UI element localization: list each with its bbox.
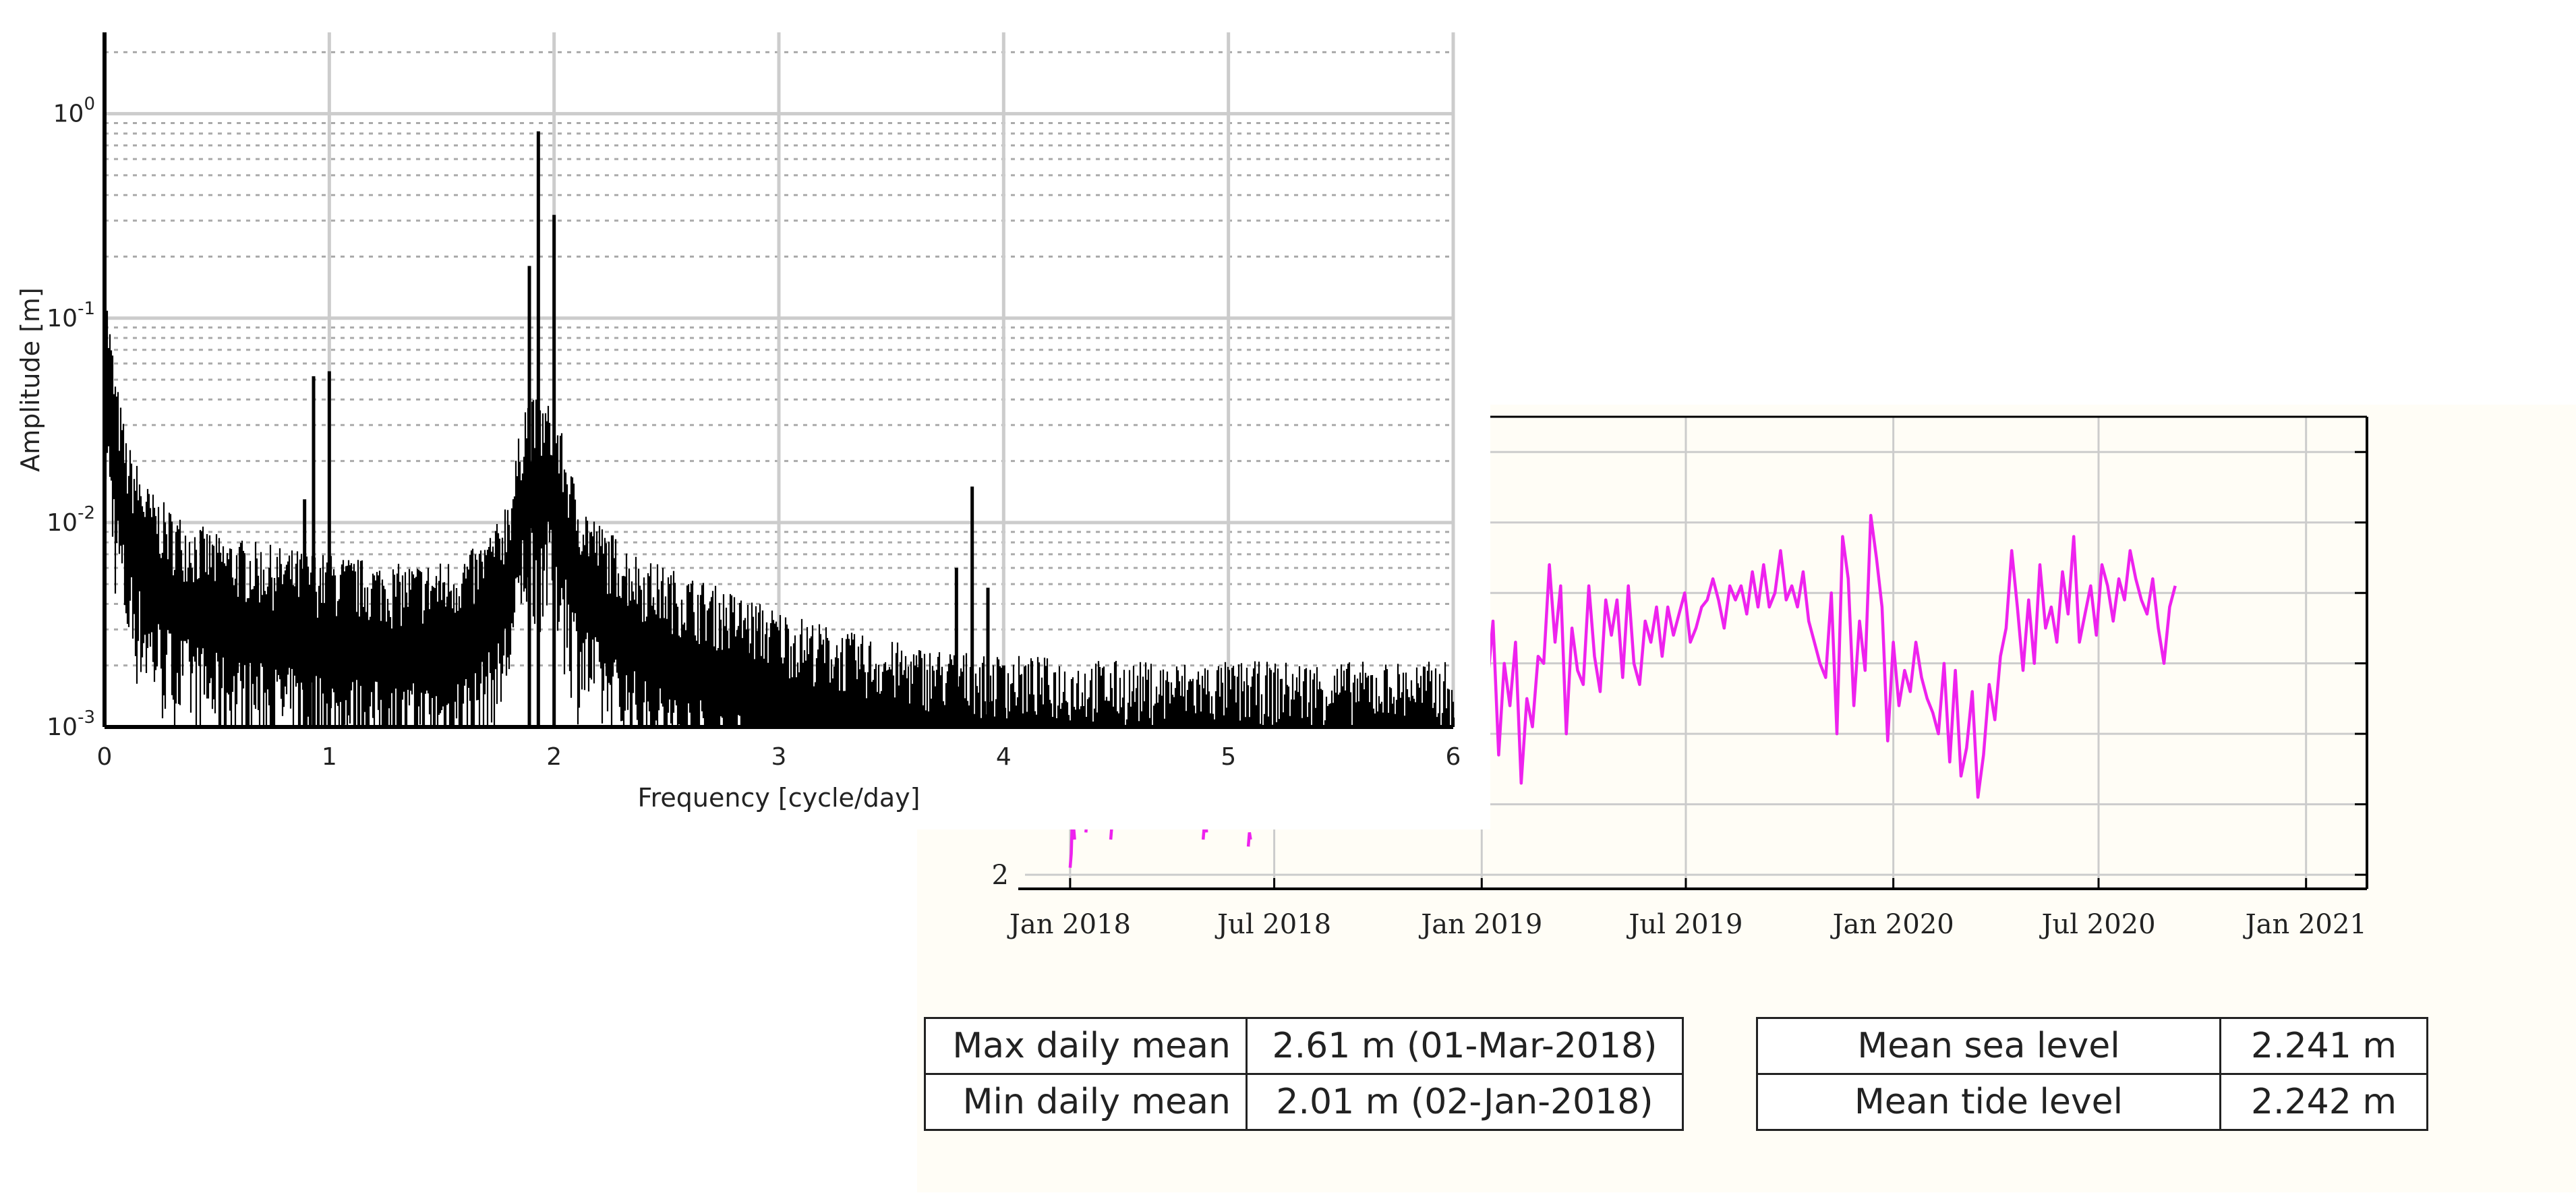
min-daily-mean-label: Min daily mean: [924, 1073, 1248, 1131]
sea-level-series-line: [1446, 514, 2177, 799]
amplitude-spectrum-panel: 0 1 2 3 4 5 6 10-3 10-2 10-1 100 Frequency [cycle/d…: [0, 0, 1490, 829]
amplitude-spectrum-chart: 0 1 2 3 4 5 6 10-3 10-2 10-1 100 Frequency [cycle/d…: [16, 32, 1461, 813]
table-row: Min daily mean 2.01 m (02-Jan-2018): [924, 1073, 1684, 1131]
y-tick-label: 10-2: [47, 503, 95, 537]
x-tick-label: 4: [996, 743, 1012, 771]
y-tick-label: 10-1: [47, 299, 95, 332]
x-tick-label: Jan 2020: [1830, 909, 1954, 940]
table-row: Mean tide level 2.242 m: [1756, 1073, 2428, 1131]
x-tick-label: Jan 2018: [1007, 909, 1131, 940]
table-row: Mean sea level 2.241 m: [1756, 1017, 2428, 1075]
x-tick-label: Jan 2019: [1418, 909, 1542, 940]
max-daily-mean-label: Max daily mean: [924, 1017, 1248, 1075]
mean-sea-level-value: 2.241 m: [2219, 1017, 2428, 1075]
x-axis-title: Frequency [cycle/day]: [638, 783, 920, 813]
x-tick-label: 3: [771, 743, 787, 771]
y-axis-title: Amplitude [m]: [16, 287, 45, 471]
mean-level-stats-table: Mean sea level 2.241 m Mean tide level 2…: [1756, 1017, 2428, 1131]
x-tick-label: Jul 2019: [1626, 909, 1743, 940]
sea-level-fragment: [1246, 832, 1252, 847]
y-tick-label: 10-3: [47, 707, 95, 741]
x-tick-label: Jul 2018: [1214, 909, 1331, 940]
daily-mean-stats-table: Max daily mean 2.61 m (01-Mar-2018) Min …: [924, 1017, 1684, 1131]
x-tick-label: 2: [546, 743, 562, 771]
x-tick-label: 0: [97, 743, 113, 771]
x-tick-label: 1: [322, 743, 337, 771]
x-tick-label: 5: [1221, 743, 1236, 771]
min-daily-mean-value: 2.01 m (02-Jan-2018): [1246, 1073, 1684, 1131]
x-tick-label: Jan 2021: [2243, 909, 2367, 940]
mean-sea-level-label: Mean sea level: [1756, 1017, 2221, 1075]
mean-tide-level-value: 2.242 m: [2219, 1073, 2428, 1131]
x-tick-label: 6: [1446, 743, 1461, 771]
max-daily-mean-value: 2.61 m (01-Mar-2018): [1246, 1017, 1684, 1075]
y-tick-label: 100: [53, 94, 95, 128]
mean-tide-level-label: Mean tide level: [1756, 1073, 2221, 1131]
x-tick-label: Jul 2020: [2039, 909, 2155, 940]
y-tick-label: 2: [992, 860, 1009, 891]
table-row: Max daily mean 2.61 m (01-Mar-2018): [924, 1017, 1684, 1075]
